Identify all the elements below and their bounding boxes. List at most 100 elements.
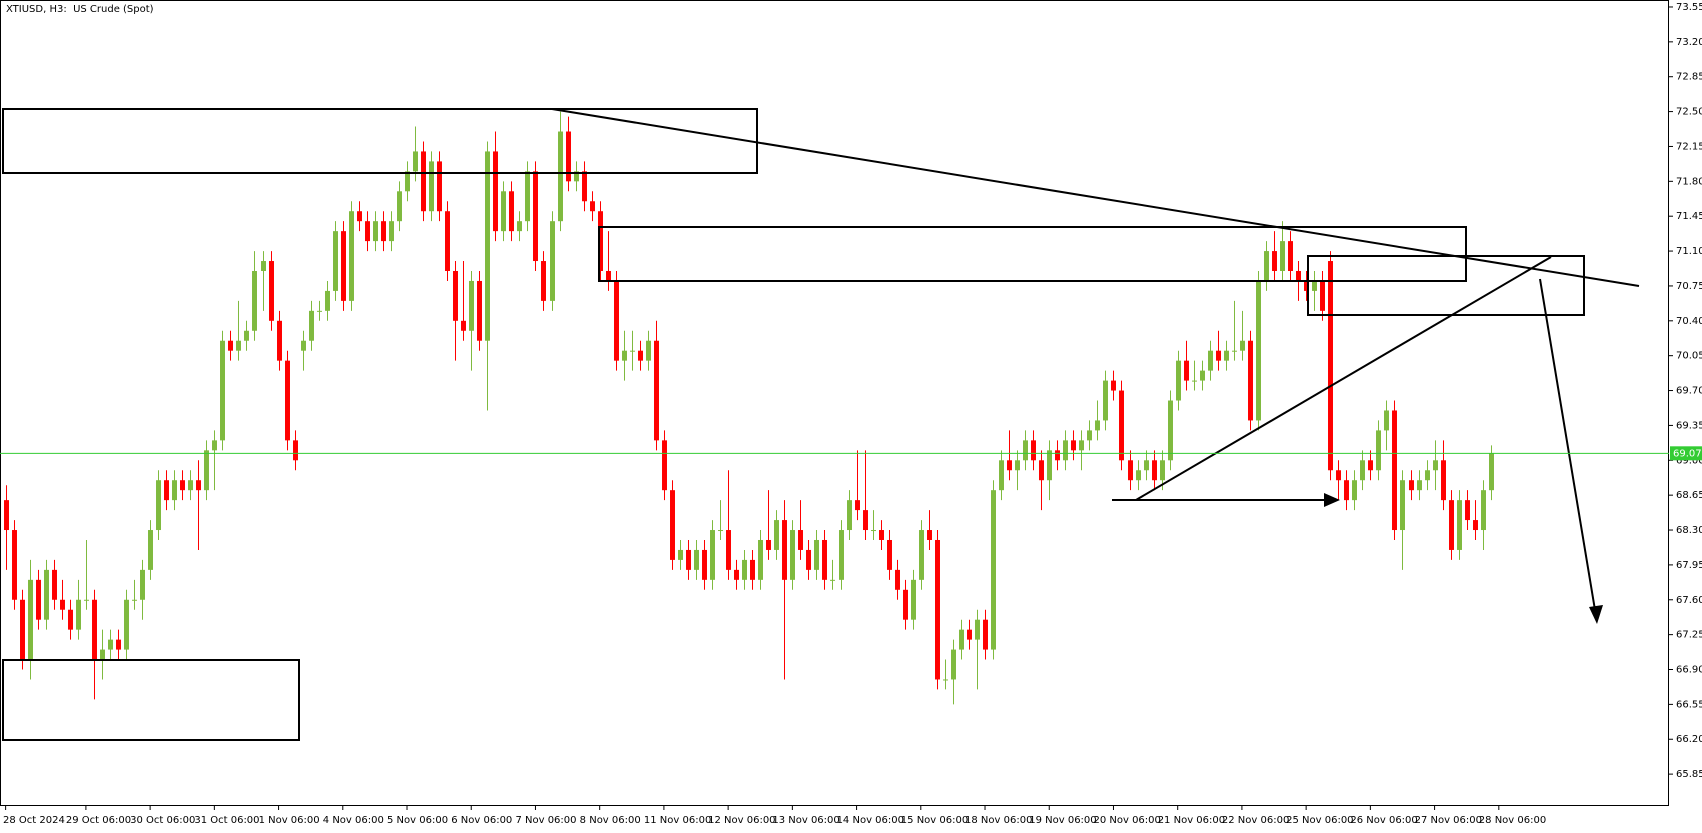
candle-body [766, 539, 771, 550]
candle-body [710, 530, 715, 580]
candle-body [244, 330, 249, 341]
y-tick-label: 68.65 [1676, 490, 1702, 501]
x-tick-label: 11 Nov 06:00 [644, 815, 711, 826]
x-tick-label: 8 Nov 06:00 [580, 815, 641, 826]
y-tick-label: 72.85 [1676, 72, 1702, 83]
candle-body [44, 569, 49, 620]
candle-body [1023, 440, 1028, 461]
candle-body [148, 530, 153, 570]
candle-body [1079, 440, 1084, 451]
candle-body [172, 480, 177, 501]
candle-body [1296, 270, 1301, 281]
candle-body [951, 649, 956, 680]
candle-body [1481, 490, 1486, 531]
candle-body [1007, 460, 1012, 471]
candle-body [429, 161, 434, 212]
candle-body [598, 211, 603, 271]
candle-body [1344, 480, 1349, 501]
x-tick-label: 21 Nov 06:00 [1158, 815, 1225, 826]
x-tick-label: 6 Nov 06:00 [451, 815, 512, 826]
candle-body [381, 221, 386, 242]
zone-box [1307, 255, 1585, 316]
candle-body [1336, 470, 1341, 481]
candle-body [405, 171, 410, 192]
candle-body [60, 599, 65, 610]
x-tick-label: 7 Nov 06:00 [515, 815, 576, 826]
y-tick-label: 73.55 [1676, 2, 1702, 13]
candle-body [1152, 460, 1157, 481]
candle-body [566, 131, 571, 182]
x-tick-label: 15 Nov 06:00 [901, 815, 968, 826]
candle-body [959, 629, 964, 650]
candle-body [389, 221, 394, 242]
y-tick-label: 69.35 [1676, 420, 1702, 431]
candle-body [541, 261, 546, 301]
y-tick-label: 70.75 [1676, 281, 1702, 292]
candle-body [116, 639, 121, 650]
x-tick-label: 29 Oct 06:00 [66, 815, 131, 826]
candle-body [397, 191, 402, 222]
candle-body [1200, 370, 1205, 381]
candle-body [935, 539, 940, 680]
candle-body [1136, 470, 1141, 481]
y-tick-label: 66.20 [1676, 734, 1702, 745]
candle-body [1095, 420, 1100, 431]
candle-body [1417, 480, 1422, 491]
x-tick-label: 20 Nov 06:00 [1093, 815, 1160, 826]
candle-body [983, 619, 988, 650]
candle-body [798, 530, 803, 550]
y-tick-label: 66.90 [1676, 665, 1702, 676]
y-tick-label: 66.55 [1676, 699, 1702, 710]
candle-body [662, 440, 667, 491]
candle-body [501, 191, 506, 232]
x-tick-label: 30 Oct 06:00 [130, 815, 195, 826]
candle-body [734, 569, 739, 580]
y-tick-label: 70.05 [1676, 351, 1702, 362]
candle-body [1272, 251, 1277, 271]
candle-body [839, 530, 844, 580]
candle-body [1465, 500, 1470, 521]
candle-body [1015, 460, 1020, 471]
candle-body [188, 480, 193, 491]
candle-body [1111, 380, 1116, 391]
candle-body [1128, 460, 1133, 481]
candle-body [1224, 350, 1229, 361]
candle-body [702, 549, 707, 580]
candle-body [630, 350, 635, 352]
candle-body [1216, 350, 1221, 361]
drawings [2, 108, 1640, 741]
y-tick-label: 71.45 [1676, 211, 1702, 222]
candle-body [742, 559, 747, 580]
arrow-head [1589, 605, 1603, 624]
candle-body [574, 171, 579, 182]
trend-line [1135, 256, 1552, 501]
candle-body [493, 151, 498, 232]
candle-body [12, 530, 17, 600]
y-tick-label: 69.00 [1676, 455, 1702, 466]
candle-body [1400, 480, 1405, 531]
last-price-label: 69.07 [1673, 448, 1702, 459]
x-tick-label: 26 Nov 06:00 [1350, 815, 1417, 826]
candle-body [317, 310, 322, 312]
x-tick-label: 18 Nov 06:00 [965, 815, 1032, 826]
candle-body [277, 320, 282, 361]
candle-body [855, 500, 860, 511]
candle-body [485, 151, 490, 341]
y-tick-label: 67.60 [1676, 595, 1702, 606]
candle-body [1320, 280, 1325, 311]
y-tick-label: 71.10 [1676, 246, 1702, 257]
candle-body [1184, 360, 1189, 381]
candle-body [1168, 400, 1173, 461]
y-tick-label: 68.30 [1676, 525, 1702, 536]
candle-body [1441, 460, 1446, 501]
candle-body [1264, 251, 1269, 281]
candle-body [806, 549, 811, 570]
candle-body [1055, 450, 1060, 461]
candle-body [373, 221, 378, 242]
candle-body [991, 490, 996, 650]
candle-body [293, 440, 298, 461]
candle-body [84, 599, 89, 601]
candle-body [76, 599, 81, 630]
candle-body [927, 530, 932, 540]
